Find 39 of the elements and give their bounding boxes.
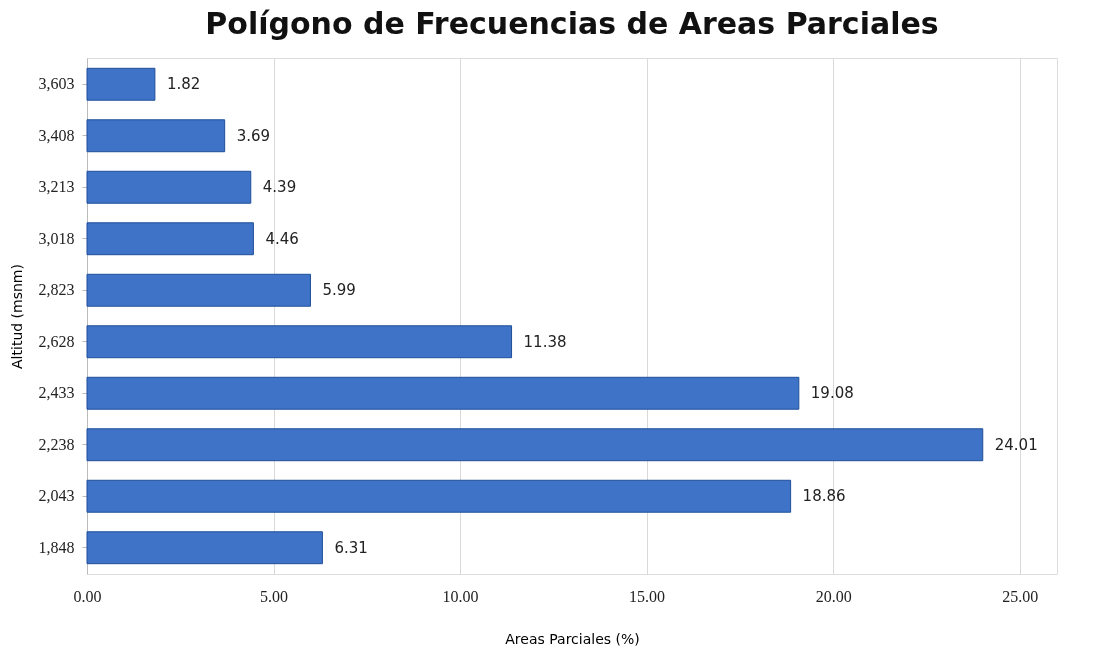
x-tick-label: 25.00	[1002, 587, 1039, 605]
bar	[86, 428, 984, 462]
data-label: 3.69	[236, 126, 271, 145]
bar	[86, 222, 254, 256]
y-axis-title: Altitud (msnm)	[8, 264, 25, 369]
y-tick-label: 2,823	[38, 281, 75, 299]
bar	[86, 479, 792, 513]
data-label: 1.82	[166, 75, 201, 94]
y-tick-label: 3,603	[38, 75, 75, 93]
x-tick-label: 20.00	[815, 587, 852, 605]
y-tick-label: 2,628	[38, 332, 75, 350]
data-label: 19.08	[810, 384, 854, 403]
data-label: 6.31	[334, 538, 368, 557]
x-tick-label: 15.00	[629, 587, 666, 605]
bar	[86, 376, 800, 410]
y-tick-label: 3,408	[38, 126, 75, 144]
bar	[86, 531, 323, 565]
y-tick-label: 3,213	[38, 178, 75, 196]
chart-title: Polígono de Frecuencias de Areas Parciales	[205, 6, 939, 41]
data-label: 24.01	[994, 435, 1038, 454]
bar	[86, 325, 513, 359]
x-tick-label: 5.00	[260, 587, 289, 605]
data-label: 4.39	[262, 178, 297, 197]
y-tick-label: 2,238	[38, 435, 75, 453]
bar	[86, 119, 226, 153]
data-label: 18.86	[802, 487, 846, 506]
x-tick-label: 10.00	[442, 587, 479, 605]
data-label: 4.46	[265, 229, 299, 248]
x-axis-title: Areas Parciales (%)	[505, 630, 640, 647]
data-label: 11.38	[523, 332, 567, 351]
bar	[86, 273, 311, 307]
bar	[86, 67, 156, 101]
data-label: 5.99	[322, 281, 356, 300]
y-tick-label: 2,043	[38, 487, 75, 505]
bar	[86, 170, 252, 204]
x-tick-label: 0.00	[73, 587, 102, 605]
y-tick-label: 1,848	[38, 538, 75, 556]
y-tick-label: 3,018	[38, 229, 75, 247]
y-tick-label: 2,433	[38, 384, 75, 402]
